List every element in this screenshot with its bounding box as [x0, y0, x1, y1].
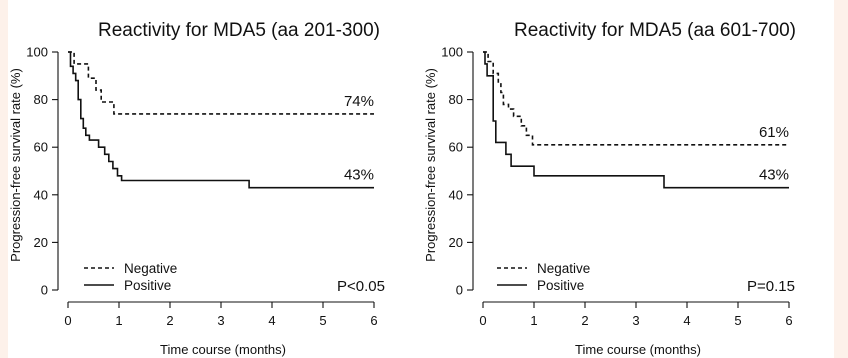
chart-background	[8, 0, 834, 358]
chart-title: Reactivity for MDA5 (aa 201-300)	[98, 20, 380, 41]
legend-label-positive: Positive	[124, 278, 171, 293]
y-tick-label: 100	[441, 45, 463, 60]
y-tick-label: 100	[26, 45, 48, 60]
y-tick-label: 80	[34, 92, 48, 107]
end-value-label-positive: 43%	[759, 167, 789, 184]
series-line-positive	[68, 51, 374, 189]
x-tick-label: 3	[217, 313, 224, 328]
series-line-negative	[483, 51, 789, 146]
x-tick-label: 6	[370, 313, 377, 328]
x-tick-label: 1	[530, 313, 537, 328]
x-tick-label: 0	[64, 313, 71, 328]
y-axis-label: Progression-free survival rate (%)	[423, 68, 438, 262]
y-tick-label: 20	[34, 235, 48, 250]
chart-panel-right: Reactivity for MDA5 (aa 601-700)02040608…	[423, 20, 796, 357]
y-tick-label: 0	[456, 283, 463, 298]
x-tick-label: 0	[479, 313, 486, 328]
y-tick-label: 60	[449, 140, 463, 155]
y-tick-label: 0	[41, 283, 48, 298]
end-value-label-positive: 43%	[344, 167, 374, 184]
y-tick-label: 40	[449, 187, 463, 202]
x-axis-label: Time course (months)	[575, 342, 701, 357]
x-tick-label: 2	[581, 313, 588, 328]
x-tick-label: 5	[319, 313, 326, 328]
x-tick-label: 5	[734, 313, 741, 328]
p-value: P<0.05	[337, 278, 385, 295]
x-tick-label: 2	[166, 313, 173, 328]
chart-title: Reactivity for MDA5 (aa 601-700)	[514, 20, 796, 41]
series-line-negative	[68, 51, 374, 115]
y-axis-label: Progression-free survival rate (%)	[8, 68, 23, 262]
legend-label-negative: Negative	[124, 261, 177, 276]
legend-label-positive: Positive	[537, 278, 584, 293]
x-tick-label: 4	[268, 313, 275, 328]
x-axis-label: Time course (months)	[160, 342, 286, 357]
x-tick-label: 1	[115, 313, 122, 328]
y-tick-label: 60	[34, 140, 48, 155]
y-tick-label: 20	[449, 235, 463, 250]
chart-panel-left: Reactivity for MDA5 (aa 201-300)02040608…	[8, 20, 385, 357]
x-tick-label: 3	[632, 313, 639, 328]
end-value-label-negative: 61%	[759, 124, 789, 141]
p-value: P=0.15	[747, 278, 795, 295]
y-tick-label: 80	[449, 92, 463, 107]
x-tick-label: 4	[683, 313, 690, 328]
legend-label-negative: Negative	[537, 261, 590, 276]
series-line-positive	[483, 51, 789, 189]
end-value-label-negative: 74%	[344, 93, 374, 110]
x-tick-label: 6	[785, 313, 792, 328]
y-tick-label: 40	[34, 187, 48, 202]
